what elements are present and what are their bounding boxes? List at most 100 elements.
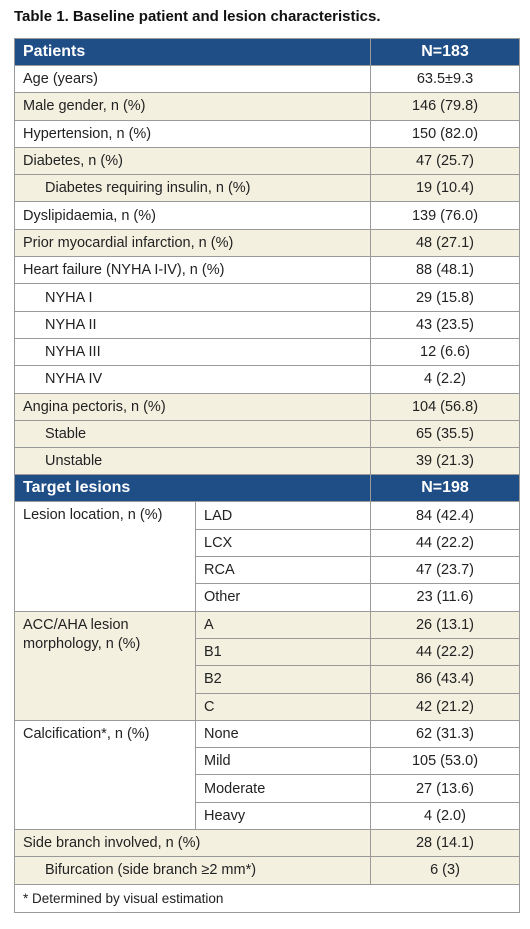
table-cell: 28 (14.1) xyxy=(370,829,520,858)
table-row: Unstable 39 (21.3) xyxy=(14,447,520,476)
table-cell: Male gender, n (%) xyxy=(14,92,371,121)
table-cell: Hypertension, n (%) xyxy=(14,119,371,148)
table-cell: 6 (3) xyxy=(370,856,520,885)
table-row: Diabetes, n (%) 47 (25.7) xyxy=(14,146,520,176)
table-cell: Heart failure (NYHA I-IV), n (%) xyxy=(14,256,371,285)
table-cell: NYHA III xyxy=(14,337,371,367)
table-row: Other 23 (11.6) xyxy=(15,583,520,612)
table-cell: RCA xyxy=(195,556,371,585)
table-cell: 4 (2.2) xyxy=(370,365,520,394)
table-cell: 104 (56.8) xyxy=(370,392,520,421)
table-cell: Unstable xyxy=(14,447,371,476)
table-cell: Target lesions xyxy=(14,474,371,503)
table-cell: Diabetes, n (%) xyxy=(14,146,371,176)
table-cell: 29 (15.8) xyxy=(370,283,520,312)
table-row: Prior myocardial infarction, n (%) 48 (27… xyxy=(14,228,520,258)
table-row: NYHA III 12 (6.6) xyxy=(14,337,520,367)
table-cell: B2 xyxy=(195,665,371,694)
table-row: Patients N=183 xyxy=(14,38,520,66)
table-row: Heart failure (NYHA I-IV), n (%) 88 (48.1… xyxy=(14,256,520,285)
table-row: B2 86 (43.4) xyxy=(15,665,520,694)
table-row: RCA 47 (23.7) xyxy=(15,556,520,585)
table-row: NYHA IV 4 (2.2) xyxy=(14,365,520,394)
table-cell: A xyxy=(195,610,371,639)
table-row: Diabetes requiring insulin, n (%) 19 (10.… xyxy=(14,174,520,203)
table-row: ACC/AHA lesion morphology, n (%) A 26 (13.… xyxy=(14,610,520,721)
table-cell: 4 (2.0) xyxy=(370,801,520,831)
table-row: Moderate 27 (13.6) xyxy=(15,774,520,803)
table-cell: N=198 xyxy=(370,474,520,503)
table-cell: B1 xyxy=(195,637,371,667)
table-cell: 88 (48.1) xyxy=(370,256,520,285)
table-cell: C xyxy=(195,692,371,721)
table-row: Male gender, n (%) 146 (79.8) xyxy=(14,92,520,121)
table-cell: 19 (10.4) xyxy=(370,174,520,203)
table-cell: 47 (23.7) xyxy=(370,556,520,585)
table-cell: 48 (27.1) xyxy=(370,228,520,258)
table-cell: N=183 xyxy=(370,38,520,66)
table-row: Mild 105 (53.0) xyxy=(15,747,520,776)
table-cell: 42 (21.2) xyxy=(370,692,520,721)
table-cell: 43 (23.5) xyxy=(370,310,520,339)
table-body: Patients N=183 Age (years) 63.5±9.3 Male gen… xyxy=(14,38,520,913)
table-cell: 23 (11.6) xyxy=(370,583,520,612)
table-row: Side branch involved, n (%) 28 (14.1) xyxy=(14,829,520,858)
table-row: Calcification*, n (%) None 62 (31.3) xyxy=(14,719,520,831)
table-cell: Side branch involved, n (%) xyxy=(14,829,371,858)
table-cell: NYHA I xyxy=(14,283,371,312)
table-row: NYHA II 43 (23.5) xyxy=(14,310,520,339)
table-cell: None xyxy=(195,719,371,749)
table-cell: NYHA II xyxy=(14,310,371,339)
table-cell: Calcification*, n (%) xyxy=(14,719,196,831)
table-cell: Patients xyxy=(14,38,371,66)
table-cell: LAD xyxy=(195,501,371,530)
table-cell: Heavy xyxy=(195,801,371,831)
table-cell: Other xyxy=(195,583,371,612)
table-cell: 62 (31.3) xyxy=(370,719,520,749)
table-cell: 26 (13.1) xyxy=(370,610,520,639)
table-cell: Age (years) xyxy=(14,64,371,94)
table-cell: ACC/AHA lesion morphology, n (%) xyxy=(14,610,196,721)
table-row: Target lesions N=198 xyxy=(14,474,520,503)
table-cell: Stable xyxy=(14,419,371,449)
table-cell: 44 (22.2) xyxy=(370,528,520,558)
table-cell: NYHA IV xyxy=(14,365,371,394)
table-cell: Prior myocardial infarction, n (%) xyxy=(14,228,371,258)
table-cell: LCX xyxy=(195,528,371,558)
table-title: Table 1. Baseline patient and lesion cha… xyxy=(14,8,381,25)
table-cell: 86 (43.4) xyxy=(370,665,520,694)
table-cell: Bifurcation (side branch ≥2 mm*) xyxy=(14,856,371,885)
table-cell: Mild xyxy=(195,747,371,776)
table: Patients N=183 Age (years) 63.5±9.3 Male gen… xyxy=(14,38,520,913)
table-cell: * Determined by visual estimation xyxy=(14,883,520,913)
table-cell: 150 (82.0) xyxy=(370,119,520,148)
table-cell: 12 (6.6) xyxy=(370,337,520,367)
table-row: B1 44 (22.2) xyxy=(15,637,520,667)
table-row: Stable 65 (35.5) xyxy=(14,419,520,449)
table-cell: 44 (22.2) xyxy=(370,637,520,667)
table-cell: Dyslipidaemia, n (%) xyxy=(14,201,371,230)
table-row: Angina pectoris, n (%) 104 (56.8) xyxy=(14,392,520,421)
table-cell: 105 (53.0) xyxy=(370,747,520,776)
table-cell: 84 (42.4) xyxy=(370,501,520,530)
table-cell: Moderate xyxy=(195,774,371,803)
table-row: Hypertension, n (%) 150 (82.0) xyxy=(14,119,520,148)
table-cell: 146 (79.8) xyxy=(370,92,520,121)
table-cell: Diabetes requiring insulin, n (%) xyxy=(14,174,371,203)
table-row: * Determined by visual estimation xyxy=(14,883,520,913)
table-cell: 39 (21.3) xyxy=(370,447,520,476)
table-cell: 47 (25.7) xyxy=(370,146,520,176)
table-row: Dyslipidaemia, n (%) 139 (76.0) xyxy=(14,201,520,230)
table-row: Lesion location, n (%) LAD 84 (42.4) xyxy=(14,501,520,612)
table-row: LCX 44 (22.2) xyxy=(15,528,520,558)
table-row: NYHA I 29 (15.8) xyxy=(14,283,520,312)
table-cell: Lesion location, n (%) xyxy=(14,501,196,612)
table-row: Age (years) 63.5±9.3 xyxy=(14,64,520,94)
table-cell: 27 (13.6) xyxy=(370,774,520,803)
table-row: Bifurcation (side branch ≥2 mm*) 6 (3) xyxy=(14,856,520,885)
table-cell: 65 (35.5) xyxy=(370,419,520,449)
table-cell: Angina pectoris, n (%) xyxy=(14,392,371,421)
table-cell: 63.5±9.3 xyxy=(370,64,520,94)
table-cell: 139 (76.0) xyxy=(370,201,520,230)
